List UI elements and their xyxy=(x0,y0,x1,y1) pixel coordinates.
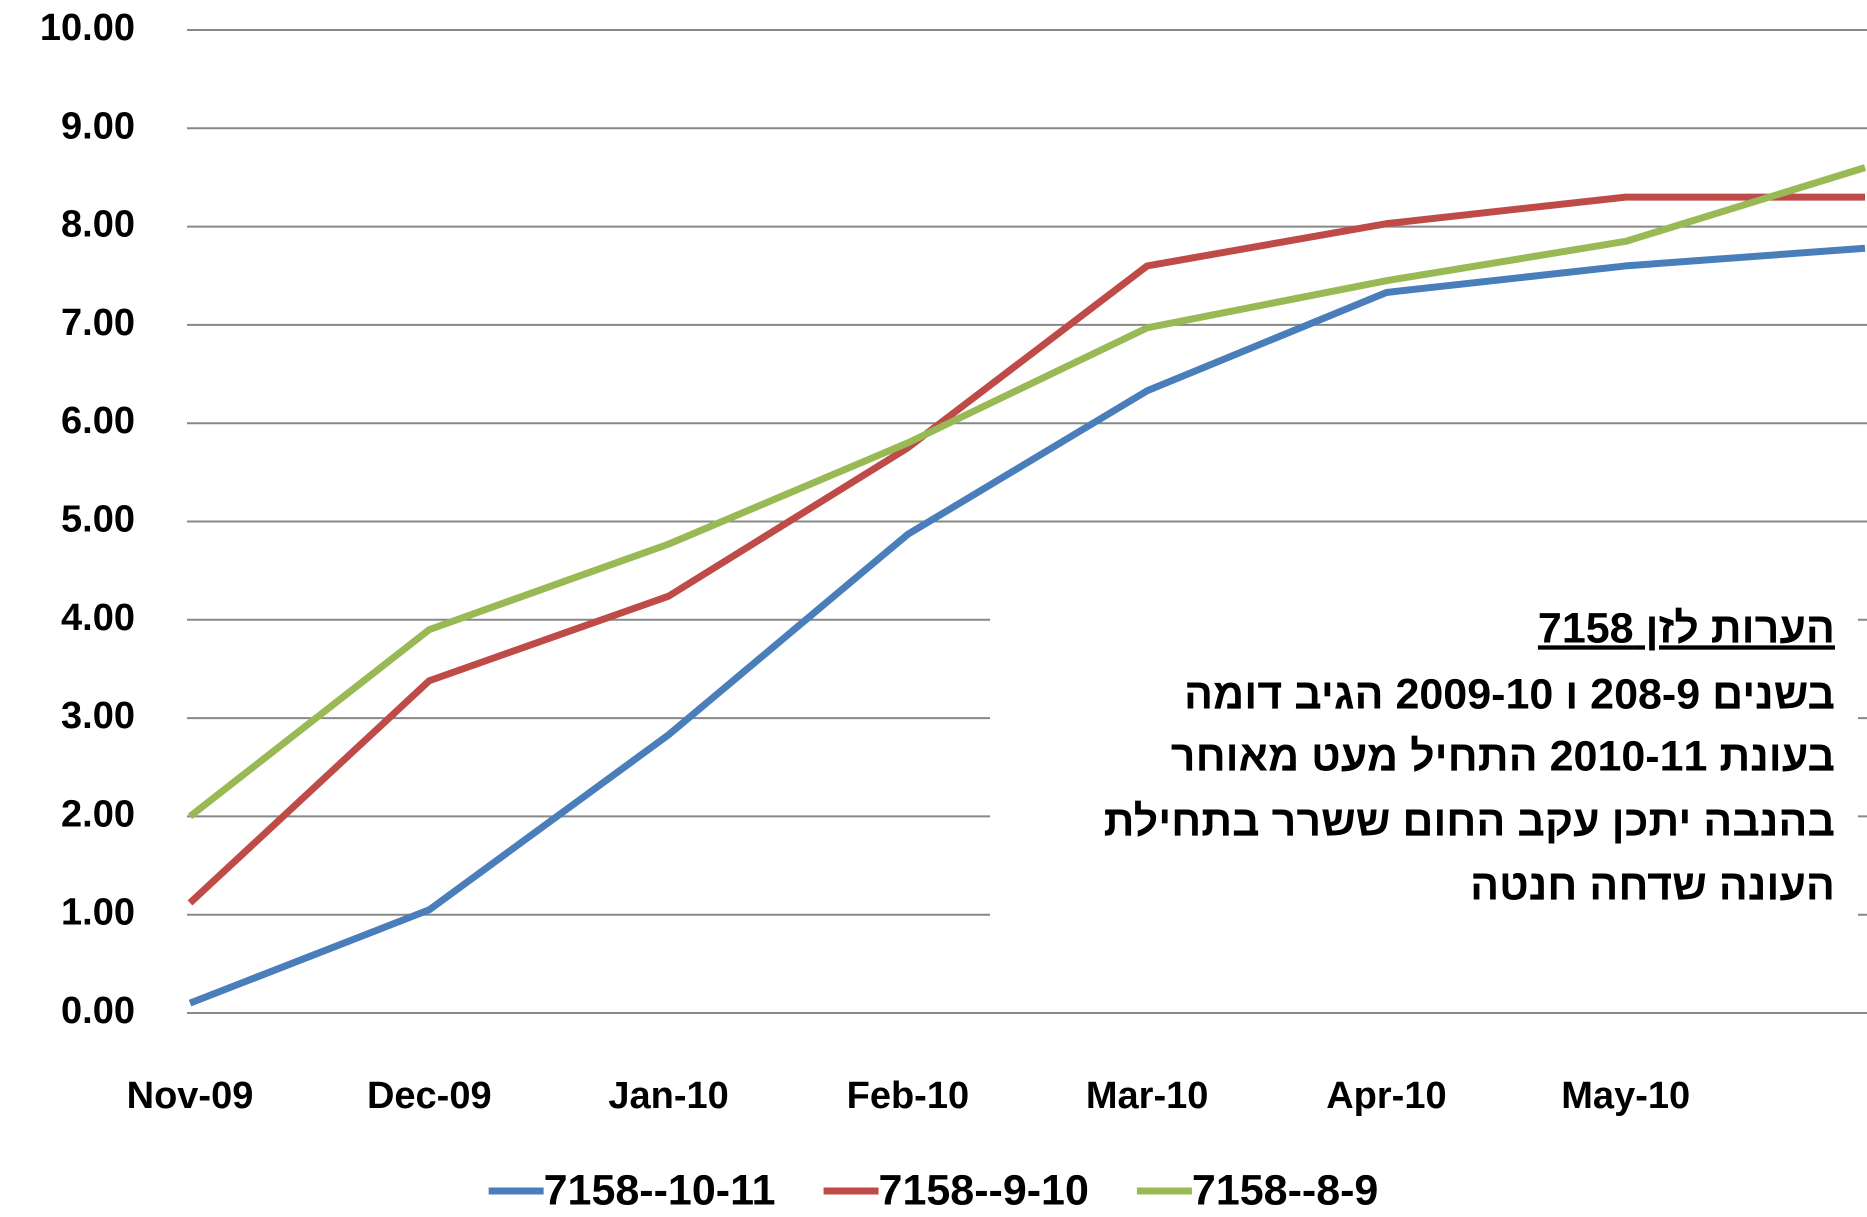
y-tick-label: 7.00 xyxy=(61,302,135,344)
legend-label: 7158--8-9 xyxy=(1192,1166,1378,1214)
x-tick-label: Dec-09 xyxy=(367,1075,492,1117)
x-tick-label: Mar-10 xyxy=(1086,1075,1209,1117)
series-line xyxy=(187,193,1865,906)
y-tick-label: 2.00 xyxy=(61,793,135,835)
y-tick-label: 0.00 xyxy=(61,990,135,1032)
x-tick-label: Nov-09 xyxy=(127,1075,254,1117)
x-tick-label: Jan-10 xyxy=(608,1075,728,1117)
y-tick-label: 3.00 xyxy=(61,695,135,737)
y-tick-label: 5.00 xyxy=(61,499,135,541)
x-tick-label: Apr-10 xyxy=(1326,1075,1446,1117)
y-tick-label: 1.00 xyxy=(61,892,135,934)
annotation-line: בשנים 208-9 ו 2009-10 הגיב דומה xyxy=(1184,670,1835,718)
x-tick-label: Feb-10 xyxy=(847,1075,969,1117)
legend-label: 7158--10-11 xyxy=(544,1166,776,1214)
series-line xyxy=(188,244,1866,1007)
y-tick-label: 4.00 xyxy=(61,597,135,639)
y-tick-label: 10.00 xyxy=(40,7,135,49)
x-tick-label: May-10 xyxy=(1561,1075,1690,1117)
y-tick-label: 9.00 xyxy=(61,105,135,147)
annotation-title: הערות לזן 7158 xyxy=(1538,604,1835,652)
annotation-line: בהנבה יתכן עקב החום ששרר בתחילת xyxy=(1104,797,1835,845)
annotation-line: בעונת 2010-11 התחיל מעט מאוחר xyxy=(1171,732,1835,780)
y-tick-label: 6.00 xyxy=(61,400,135,442)
annotation-box xyxy=(990,598,1858,920)
legend-label: 7158--9-10 xyxy=(879,1166,1089,1214)
y-tick-label: 8.00 xyxy=(61,204,135,246)
series-line xyxy=(187,164,1867,820)
annotation-line: העונה שדחה חנטה xyxy=(1470,861,1835,909)
